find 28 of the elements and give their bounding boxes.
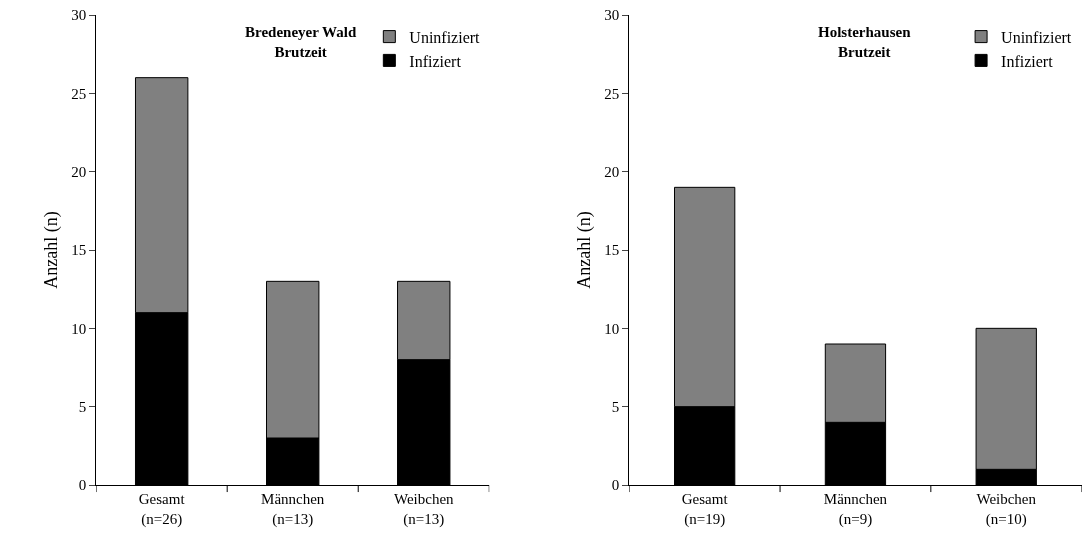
y-tick-label: 0 — [78, 477, 87, 494]
x-tick-label: Männchen (n=13) — [261, 491, 325, 528]
y-tick-label: 5 — [78, 398, 87, 415]
y-tick-label: 30 — [71, 7, 87, 24]
legend-label: Infiziert — [409, 52, 462, 70]
text: Holsterhausen Brutzeit — [818, 24, 912, 60]
y-tick-label: 25 — [604, 85, 620, 102]
text: Bredeneyer Wald Brutzeit — [245, 24, 357, 60]
x-tick-label: Gesamt (n=26) — [138, 491, 186, 528]
y-tick-label: 30 — [604, 7, 620, 24]
legend-label: Uninfiziert — [1001, 28, 1072, 46]
x-tick-label: Weibchen (n=13) — [393, 491, 455, 528]
y-axis-title: Anzahl (n) — [41, 211, 63, 289]
y-tick-label: 10 — [604, 320, 620, 337]
x-tick-label: Gesamt (n=19) — [681, 491, 729, 528]
legend-label: Infiziert — [1001, 52, 1054, 70]
y-tick-label: 25 — [71, 85, 87, 102]
y-tick-label: 20 — [71, 163, 87, 180]
x-tick-label: Weibchen (n=10) — [976, 491, 1037, 528]
legend-label: Uninfiziert — [409, 28, 481, 46]
y-tick-label: 5 — [611, 398, 620, 415]
y-tick-label: 10 — [71, 320, 87, 337]
y-tick-label: 15 — [71, 242, 87, 259]
y-tick-label: 20 — [604, 163, 620, 180]
y-tick-label: 15 — [604, 242, 620, 259]
y-tick-label: 0 — [611, 477, 620, 494]
y-axis-title: Anzahl (n) — [574, 211, 596, 289]
x-tick-label: Männchen (n=9) — [823, 491, 888, 528]
